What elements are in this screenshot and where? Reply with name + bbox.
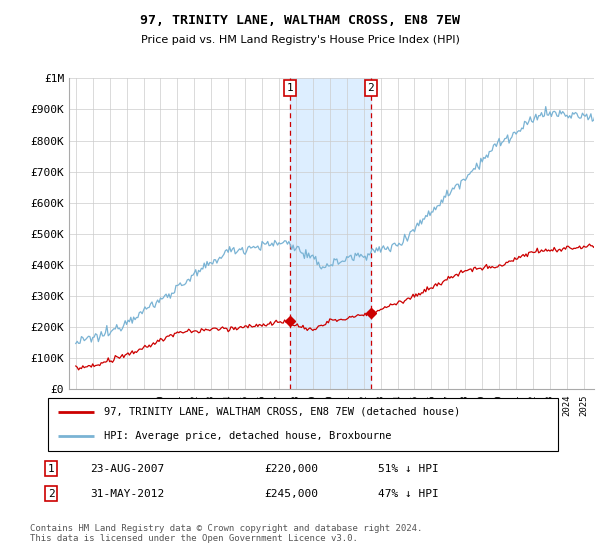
Bar	[290, 78, 371, 389]
Text: 47% ↓ HPI: 47% ↓ HPI	[378, 489, 439, 499]
Text: 2: 2	[47, 489, 55, 499]
Text: 97, TRINITY LANE, WALTHAM CROSS, EN8 7EW (detached house): 97, TRINITY LANE, WALTHAM CROSS, EN8 7EW…	[104, 407, 460, 417]
Text: Contains HM Land Registry data © Crown copyright and database right 2024.
This d: Contains HM Land Registry data © Crown c…	[30, 524, 422, 543]
Text: 1: 1	[47, 464, 55, 474]
Text: 23-AUG-2007: 23-AUG-2007	[90, 464, 164, 474]
Text: HPI: Average price, detached house, Broxbourne: HPI: Average price, detached house, Brox…	[104, 431, 392, 441]
Text: 31-MAY-2012: 31-MAY-2012	[90, 489, 164, 499]
Text: £245,000: £245,000	[264, 489, 318, 499]
Text: 2: 2	[367, 83, 374, 93]
Text: 97, TRINITY LANE, WALTHAM CROSS, EN8 7EW: 97, TRINITY LANE, WALTHAM CROSS, EN8 7EW	[140, 14, 460, 27]
Text: £220,000: £220,000	[264, 464, 318, 474]
Text: 51% ↓ HPI: 51% ↓ HPI	[378, 464, 439, 474]
Text: 1: 1	[286, 83, 293, 93]
Text: Price paid vs. HM Land Registry's House Price Index (HPI): Price paid vs. HM Land Registry's House …	[140, 35, 460, 45]
